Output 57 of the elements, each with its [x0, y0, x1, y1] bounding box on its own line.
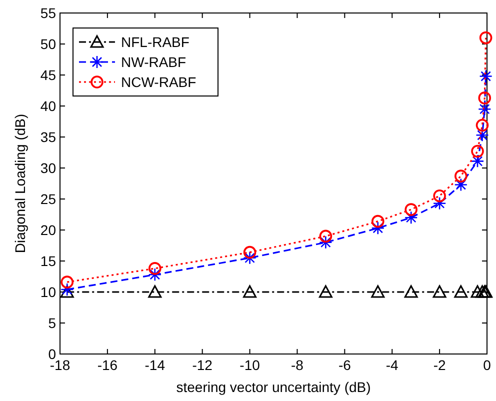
y-tick-label: 55: [40, 5, 56, 21]
x-tick-label: -6: [338, 357, 352, 373]
y-tick-label: 15: [40, 253, 56, 269]
point: [404, 203, 418, 216]
point: [243, 246, 256, 259]
x-axis-title: steering vector uncertainty (dB): [176, 379, 371, 395]
x-tick-label: 0: [483, 357, 492, 373]
point: [432, 285, 446, 298]
y-tick-label: 0: [48, 346, 56, 362]
x-tick-label: -2: [433, 357, 446, 373]
x-tick-label: -4: [386, 357, 399, 373]
legend-label: NCW-RABF: [121, 74, 196, 90]
point: [148, 285, 162, 298]
x-tick-label: -8: [290, 357, 304, 373]
point: [243, 251, 256, 265]
point: [371, 214, 384, 228]
point: [243, 285, 257, 298]
y-tick-label: 40: [40, 98, 56, 114]
point: [479, 70, 492, 83]
point: [454, 178, 468, 192]
x-tick-label: -12: [192, 357, 213, 373]
point: [60, 285, 74, 298]
point: [148, 262, 162, 275]
point: [319, 230, 332, 243]
y-tick-label: 30: [40, 160, 56, 176]
y-tick-label: 10: [40, 284, 56, 300]
point: [60, 276, 74, 288]
point: [148, 268, 162, 282]
point: [478, 102, 492, 116]
point: [404, 285, 418, 298]
point: [478, 92, 492, 104]
y-tick-label: 45: [40, 67, 56, 83]
point: [471, 144, 484, 158]
x-tick-label: -14: [144, 357, 166, 373]
y-tick-label: 25: [40, 191, 56, 207]
point: [454, 170, 468, 182]
y-tick-label: 50: [40, 36, 56, 52]
point: [470, 154, 484, 168]
y-tick-label: 5: [48, 315, 56, 331]
point: [479, 31, 492, 44]
point: [433, 190, 446, 202]
legend-label: NFL-RABF: [121, 34, 190, 50]
point: [371, 221, 385, 235]
y-tick-label: 35: [40, 129, 56, 145]
x-tick-label: -16: [97, 357, 118, 373]
x-tick-label: -10: [240, 357, 260, 373]
y-tick-label: 20: [40, 222, 56, 238]
point: [404, 210, 418, 224]
legend-label: NW-RABF: [121, 54, 186, 70]
point: [476, 128, 489, 142]
point: [470, 285, 484, 298]
point: [319, 236, 332, 250]
y-axis-title: Diagonal Loading (dB): [12, 114, 28, 254]
point: [454, 285, 468, 298]
point: [371, 285, 385, 298]
point: [476, 118, 489, 132]
point: [318, 285, 332, 298]
